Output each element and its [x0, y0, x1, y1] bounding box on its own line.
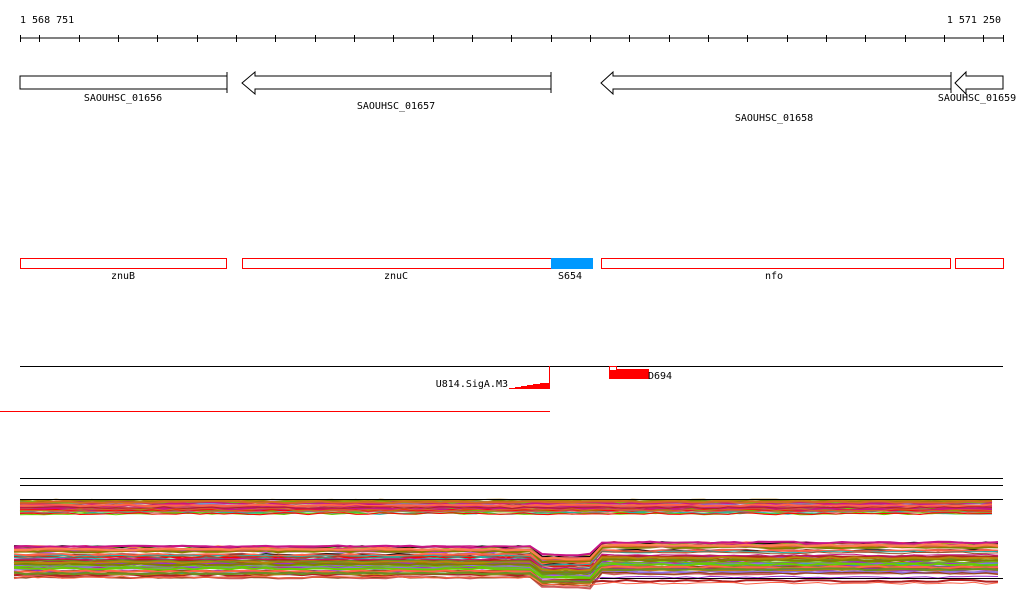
feature-S654[interactable]: S654 [551, 258, 593, 282]
expression-profile-line [13, 558, 999, 575]
gene-label: SAOUHSC_01659 [938, 93, 1016, 104]
expression-profile-line [19, 500, 993, 505]
gene-label: SAOUHSC_01656 [84, 93, 162, 104]
terminator-label: D694 [648, 371, 672, 382]
feature-label: nfo [765, 271, 783, 282]
gene-label: SAOUHSC_01657 [357, 101, 435, 112]
gene-label: SAOUHSC_01658 [735, 113, 813, 124]
expression-profile-line [13, 561, 999, 578]
expression-profile-line [13, 545, 999, 564]
expression-profile-line [19, 506, 993, 510]
gene-SAOUHSC_01657[interactable]: SAOUHSC_01657 [241, 70, 552, 112]
expression-profile-line [13, 565, 999, 584]
expression-profile-line [13, 553, 999, 570]
expression-profile-line [19, 512, 993, 516]
expression-profile-line [13, 540, 999, 557]
feature-label: S654 [558, 271, 582, 282]
signal-track: U814.SigA.M3 D694 [0, 366, 1003, 412]
expression-profile-line [19, 503, 993, 508]
expression-profile-line [13, 567, 999, 583]
gene-SAOUHSC_01658[interactable]: SAOUHSC_01658 [600, 70, 952, 124]
promoter-U814[interactable]: U814.SigA.M3 [436, 366, 550, 390]
feature-unnamed[interactable] [955, 258, 1004, 269]
expression-profile-line [19, 508, 993, 512]
ruler-end-label: 1 571 250 [947, 15, 1001, 26]
feature-znuC[interactable]: znuC [242, 258, 552, 283]
gene-SAOUHSC_01656[interactable]: SAOUHSC_01656 [19, 72, 228, 104]
feature-nfo[interactable]: nfo [601, 258, 951, 283]
feature-znuB[interactable]: znuB [20, 258, 227, 283]
expression-profile-line [13, 562, 999, 580]
expression-profile-line [13, 550, 999, 566]
feature-label: znuC [384, 271, 408, 282]
ruler-start-label: 1 568 751 [20, 15, 74, 26]
expression-profiles [13, 478, 1003, 590]
expression-profile-line [13, 568, 999, 585]
gene-SAOUHSC_01659[interactable]: SAOUHSC_01659 [938, 70, 1016, 104]
expression-profile-line [13, 551, 999, 568]
expression-profile-line [13, 572, 998, 585]
expression-profile-line [13, 543, 999, 561]
terminator-D694[interactable]: D694 [609, 366, 672, 383]
ruler: 1 568 751 1 571 250 [20, 15, 1004, 42]
expression-profile-line [19, 510, 993, 514]
expression-profile-line [13, 575, 999, 587]
feature-track: znuB znuC S654 nfo [20, 258, 1004, 283]
gene-track: SAOUHSC_01656 SAOUHSC_01657 SAOUHSC_0165… [19, 70, 1016, 124]
promoter-label: U814.SigA.M3 [436, 379, 508, 390]
feature-label: znuB [111, 271, 135, 282]
